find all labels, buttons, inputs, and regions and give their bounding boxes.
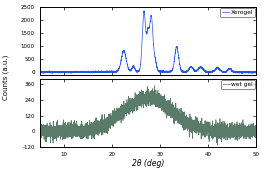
Xerogel [121, 53, 124, 55]
wet gel [153, 85, 156, 87]
Xerogel [38, 71, 41, 73]
wet gel [173, 116, 177, 118]
wet gel [243, 135, 246, 137]
Xerogel [143, 10, 146, 12]
wet gel [38, 134, 41, 136]
Xerogel [243, 71, 246, 73]
Xerogel [64, 71, 67, 74]
Xerogel [234, 72, 237, 74]
Text: Counts (a.u.): Counts (a.u.) [2, 54, 8, 100]
wet gel [64, 124, 67, 126]
Xerogel [173, 53, 177, 55]
Legend: Xerogel: Xerogel [220, 8, 255, 17]
wet gel [216, 144, 219, 146]
wet gel [121, 104, 124, 106]
X-axis label: 2θ (deg): 2θ (deg) [132, 159, 164, 168]
wet gel [254, 127, 258, 130]
wet gel [235, 128, 238, 130]
Xerogel [51, 72, 54, 75]
Line: wet gel: wet gel [40, 86, 256, 145]
wet gel [234, 139, 237, 141]
Xerogel [254, 72, 258, 74]
Line: Xerogel: Xerogel [40, 11, 256, 74]
Legend: wet gel: wet gel [221, 80, 255, 89]
Xerogel [235, 71, 238, 73]
